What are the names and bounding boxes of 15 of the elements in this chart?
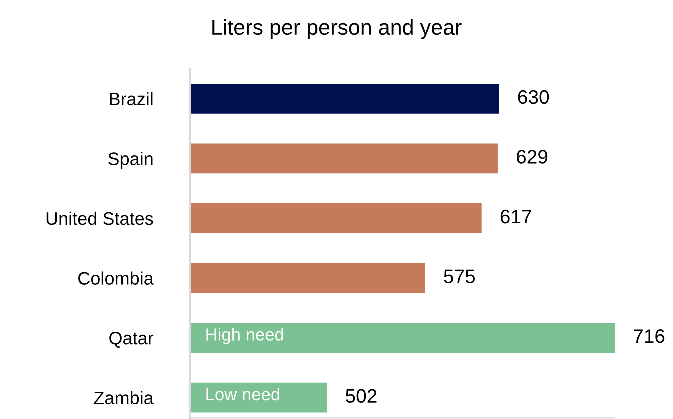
y-tick-label: Colombia: [78, 272, 154, 285]
data-label: 617: [500, 210, 532, 224]
y-tick-label: Qatar: [110, 332, 154, 348]
y-tick-label: Spain: [108, 152, 153, 169]
annotation: High need: [206, 328, 284, 344]
data-label: 629: [517, 150, 548, 164]
y-tick-label: Zambia: [94, 391, 154, 405]
y-tick-label: United States: [46, 212, 154, 226]
data-label: 575: [444, 270, 476, 284]
y-tick-label: Brazil: [110, 92, 153, 106]
chart-title: Liters per person and year: [212, 19, 462, 40]
annotation: Low need: [206, 388, 280, 401]
data-label: 502: [346, 389, 377, 404]
data-label: 630: [518, 90, 550, 104]
data-label: 716: [634, 329, 665, 344]
